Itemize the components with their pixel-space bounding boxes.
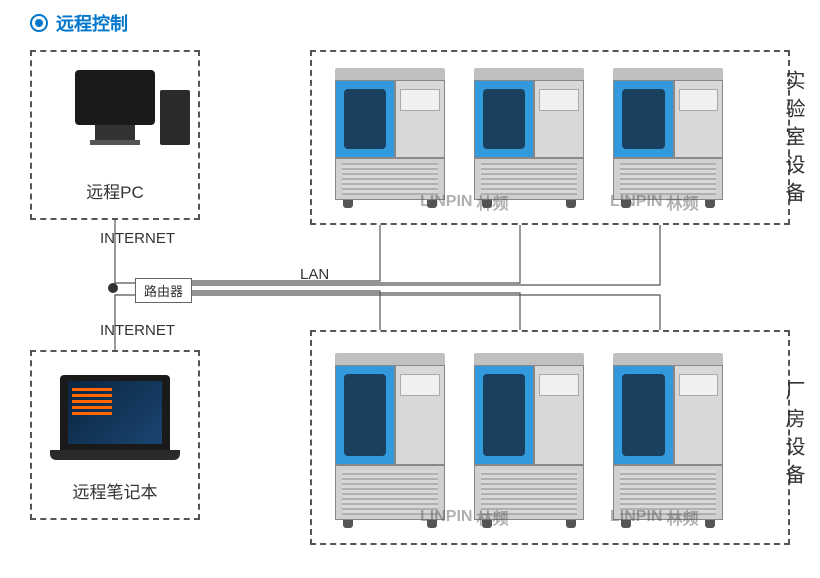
watermark-en: LINPIN [610, 508, 662, 526]
factory-side-label: 厂房设备 [779, 380, 808, 492]
watermark: LINPIN 林频 [420, 190, 508, 214]
title-text: 远程控制 [56, 10, 128, 36]
watermark: LINPIN 林频 [610, 190, 698, 214]
lab-equipment-box [310, 50, 790, 225]
pc-image [32, 52, 198, 172]
watermark-en: LINPIN [420, 193, 472, 211]
watermark-en: LINPIN [610, 193, 662, 211]
laptop-image [32, 352, 198, 472]
watermark-en: LINPIN [420, 508, 472, 526]
factory-equipment-box [310, 330, 790, 545]
internet-label-bottom: INTERNET [100, 322, 175, 339]
remote-laptop-box: 远程笔记本 [30, 350, 200, 520]
lan-label: LAN [300, 266, 329, 283]
watermark-cn: 林频 [476, 190, 508, 214]
internet-label-top: INTERNET [100, 230, 175, 247]
watermark: LINPIN 林频 [610, 505, 698, 529]
lab-side-label: 实验室设备 [779, 70, 808, 210]
pc-caption: 远程PC [32, 172, 198, 209]
router-label: 路由器 [144, 284, 183, 299]
watermark: LINPIN 林频 [420, 505, 508, 529]
diagram-title: 远程控制 [30, 10, 128, 36]
target-icon [30, 14, 48, 32]
remote-pc-box: 远程PC [30, 50, 200, 220]
watermark-cn: 林频 [666, 505, 698, 529]
factory-chamber-row [312, 332, 788, 543]
laptop-caption: 远程笔记本 [32, 472, 198, 509]
router-box: 路由器 [135, 278, 192, 303]
watermark-cn: 林频 [666, 190, 698, 214]
watermark-cn: 林频 [476, 505, 508, 529]
lab-chamber-row [312, 52, 788, 223]
router-dot [108, 283, 118, 293]
